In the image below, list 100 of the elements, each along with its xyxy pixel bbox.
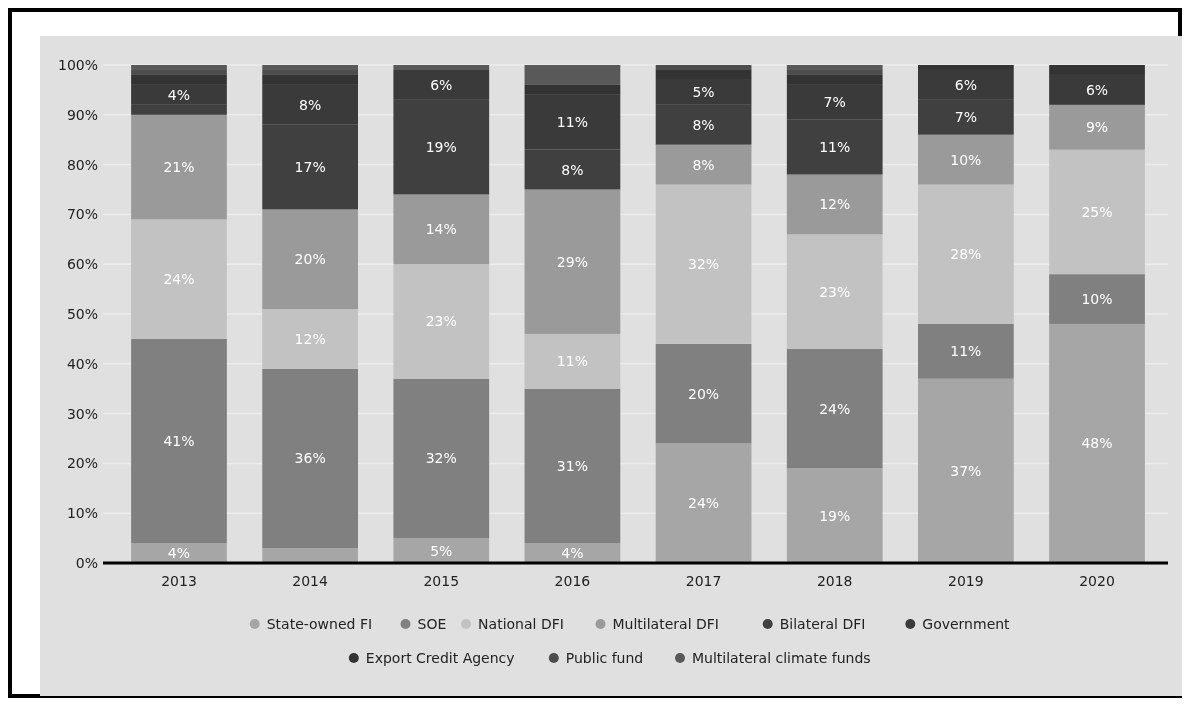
data-label: 8% xyxy=(561,161,584,178)
bar xyxy=(786,174,883,235)
y-tick-label: 50% xyxy=(66,306,98,322)
data-label: 11% xyxy=(950,343,982,360)
bar xyxy=(262,368,358,549)
data-label: 23% xyxy=(819,283,851,300)
bar xyxy=(1049,274,1145,324)
bar xyxy=(918,184,1014,324)
data-label: 25% xyxy=(1081,203,1113,220)
data-label: 4% xyxy=(167,86,191,103)
data-label: 11% xyxy=(819,139,851,156)
bar xyxy=(655,144,752,185)
y-tick-label: 40% xyxy=(66,355,98,372)
data-label: 20% xyxy=(294,251,326,268)
legend-label: Export Credit Agency xyxy=(365,650,515,666)
data-label: 8% xyxy=(299,96,322,113)
x-tick-label: 2015 xyxy=(423,573,460,589)
data-label: 6% xyxy=(954,76,977,93)
legend-label: Bilateral DFI xyxy=(779,616,866,632)
data-label: 24% xyxy=(163,271,195,288)
data-label: 5% xyxy=(430,542,453,559)
bar xyxy=(918,323,1014,379)
bar xyxy=(524,65,621,85)
y-tick-label: 60% xyxy=(66,256,98,273)
legend-label: Public fund xyxy=(565,650,644,666)
data-label: 9% xyxy=(1085,119,1109,136)
data-label: 19% xyxy=(819,507,851,524)
x-tick-label: 2019 xyxy=(948,573,984,589)
bar xyxy=(393,538,490,563)
y-tick-label: 100% xyxy=(57,57,98,73)
bar xyxy=(393,264,490,379)
y-tick-label: 90% xyxy=(66,106,98,123)
bar xyxy=(262,209,358,310)
bar xyxy=(655,65,752,70)
data-label: 31% xyxy=(556,457,588,474)
data-label: 7% xyxy=(954,109,977,126)
bar xyxy=(786,468,883,563)
data-label: 37% xyxy=(950,462,982,479)
bar xyxy=(918,378,1014,563)
bar xyxy=(262,548,358,563)
legend-label: State-owned FI xyxy=(266,616,373,632)
data-label: 14% xyxy=(425,221,457,238)
legend-label: National DFI xyxy=(478,616,564,632)
bar xyxy=(131,219,227,339)
data-label: 6% xyxy=(430,76,453,93)
y-tick-label: 30% xyxy=(66,405,98,422)
y-tick-label: 10% xyxy=(66,505,98,522)
x-tick-label: 2013 xyxy=(161,573,197,589)
data-label: 32% xyxy=(425,450,457,467)
x-tick-label: 2018 xyxy=(816,573,853,589)
x-tick-label: 2014 xyxy=(292,573,329,589)
data-label: 24% xyxy=(819,400,851,417)
legend-label: Multilateral DFI xyxy=(612,616,719,632)
bar xyxy=(131,69,227,75)
data-label: 5% xyxy=(692,84,715,101)
data-label: 41% xyxy=(163,432,195,449)
bar xyxy=(262,69,358,75)
data-label: 36% xyxy=(294,450,326,467)
data-label: 8% xyxy=(692,116,715,133)
bar xyxy=(393,194,490,265)
data-label: 29% xyxy=(556,253,588,270)
bar xyxy=(524,333,621,389)
bar xyxy=(1049,104,1145,150)
y-tick-label: 20% xyxy=(66,455,98,472)
x-tick-label: 2016 xyxy=(554,573,591,589)
bar xyxy=(655,443,752,563)
data-label: 48% xyxy=(1081,435,1113,452)
bar xyxy=(393,65,490,70)
data-label: 20% xyxy=(688,385,720,402)
legend-label: Government xyxy=(922,616,1011,632)
bar xyxy=(655,184,752,344)
data-label: 10% xyxy=(950,151,982,168)
bar xyxy=(262,309,358,369)
data-label: 17% xyxy=(294,159,326,176)
data-label: 4% xyxy=(167,545,191,562)
bar xyxy=(524,388,621,544)
data-label: 11% xyxy=(556,114,588,131)
legend-label: SOE xyxy=(417,616,447,632)
data-label: 11% xyxy=(556,353,588,370)
bar xyxy=(786,69,883,75)
data-label: 32% xyxy=(688,256,720,273)
data-label: 24% xyxy=(688,495,720,512)
x-tick-label: 2017 xyxy=(685,573,722,589)
y-tick-label: 0% xyxy=(75,555,98,571)
y-tick-label: 70% xyxy=(66,206,98,223)
bar xyxy=(131,338,227,544)
data-label: 23% xyxy=(425,313,457,330)
data-label: 21% xyxy=(163,159,195,176)
data-label: 8% xyxy=(692,156,715,173)
bar xyxy=(1049,149,1145,275)
data-label: 7% xyxy=(823,94,846,111)
bar xyxy=(393,378,490,539)
data-label: 10% xyxy=(1081,291,1113,308)
bar xyxy=(918,134,1014,185)
data-label: 12% xyxy=(294,330,326,347)
bar xyxy=(655,343,752,444)
y-tick-label: 80% xyxy=(66,156,98,173)
bar xyxy=(131,114,227,220)
bar xyxy=(1049,323,1145,563)
x-tick-label: 2020 xyxy=(1079,573,1115,589)
